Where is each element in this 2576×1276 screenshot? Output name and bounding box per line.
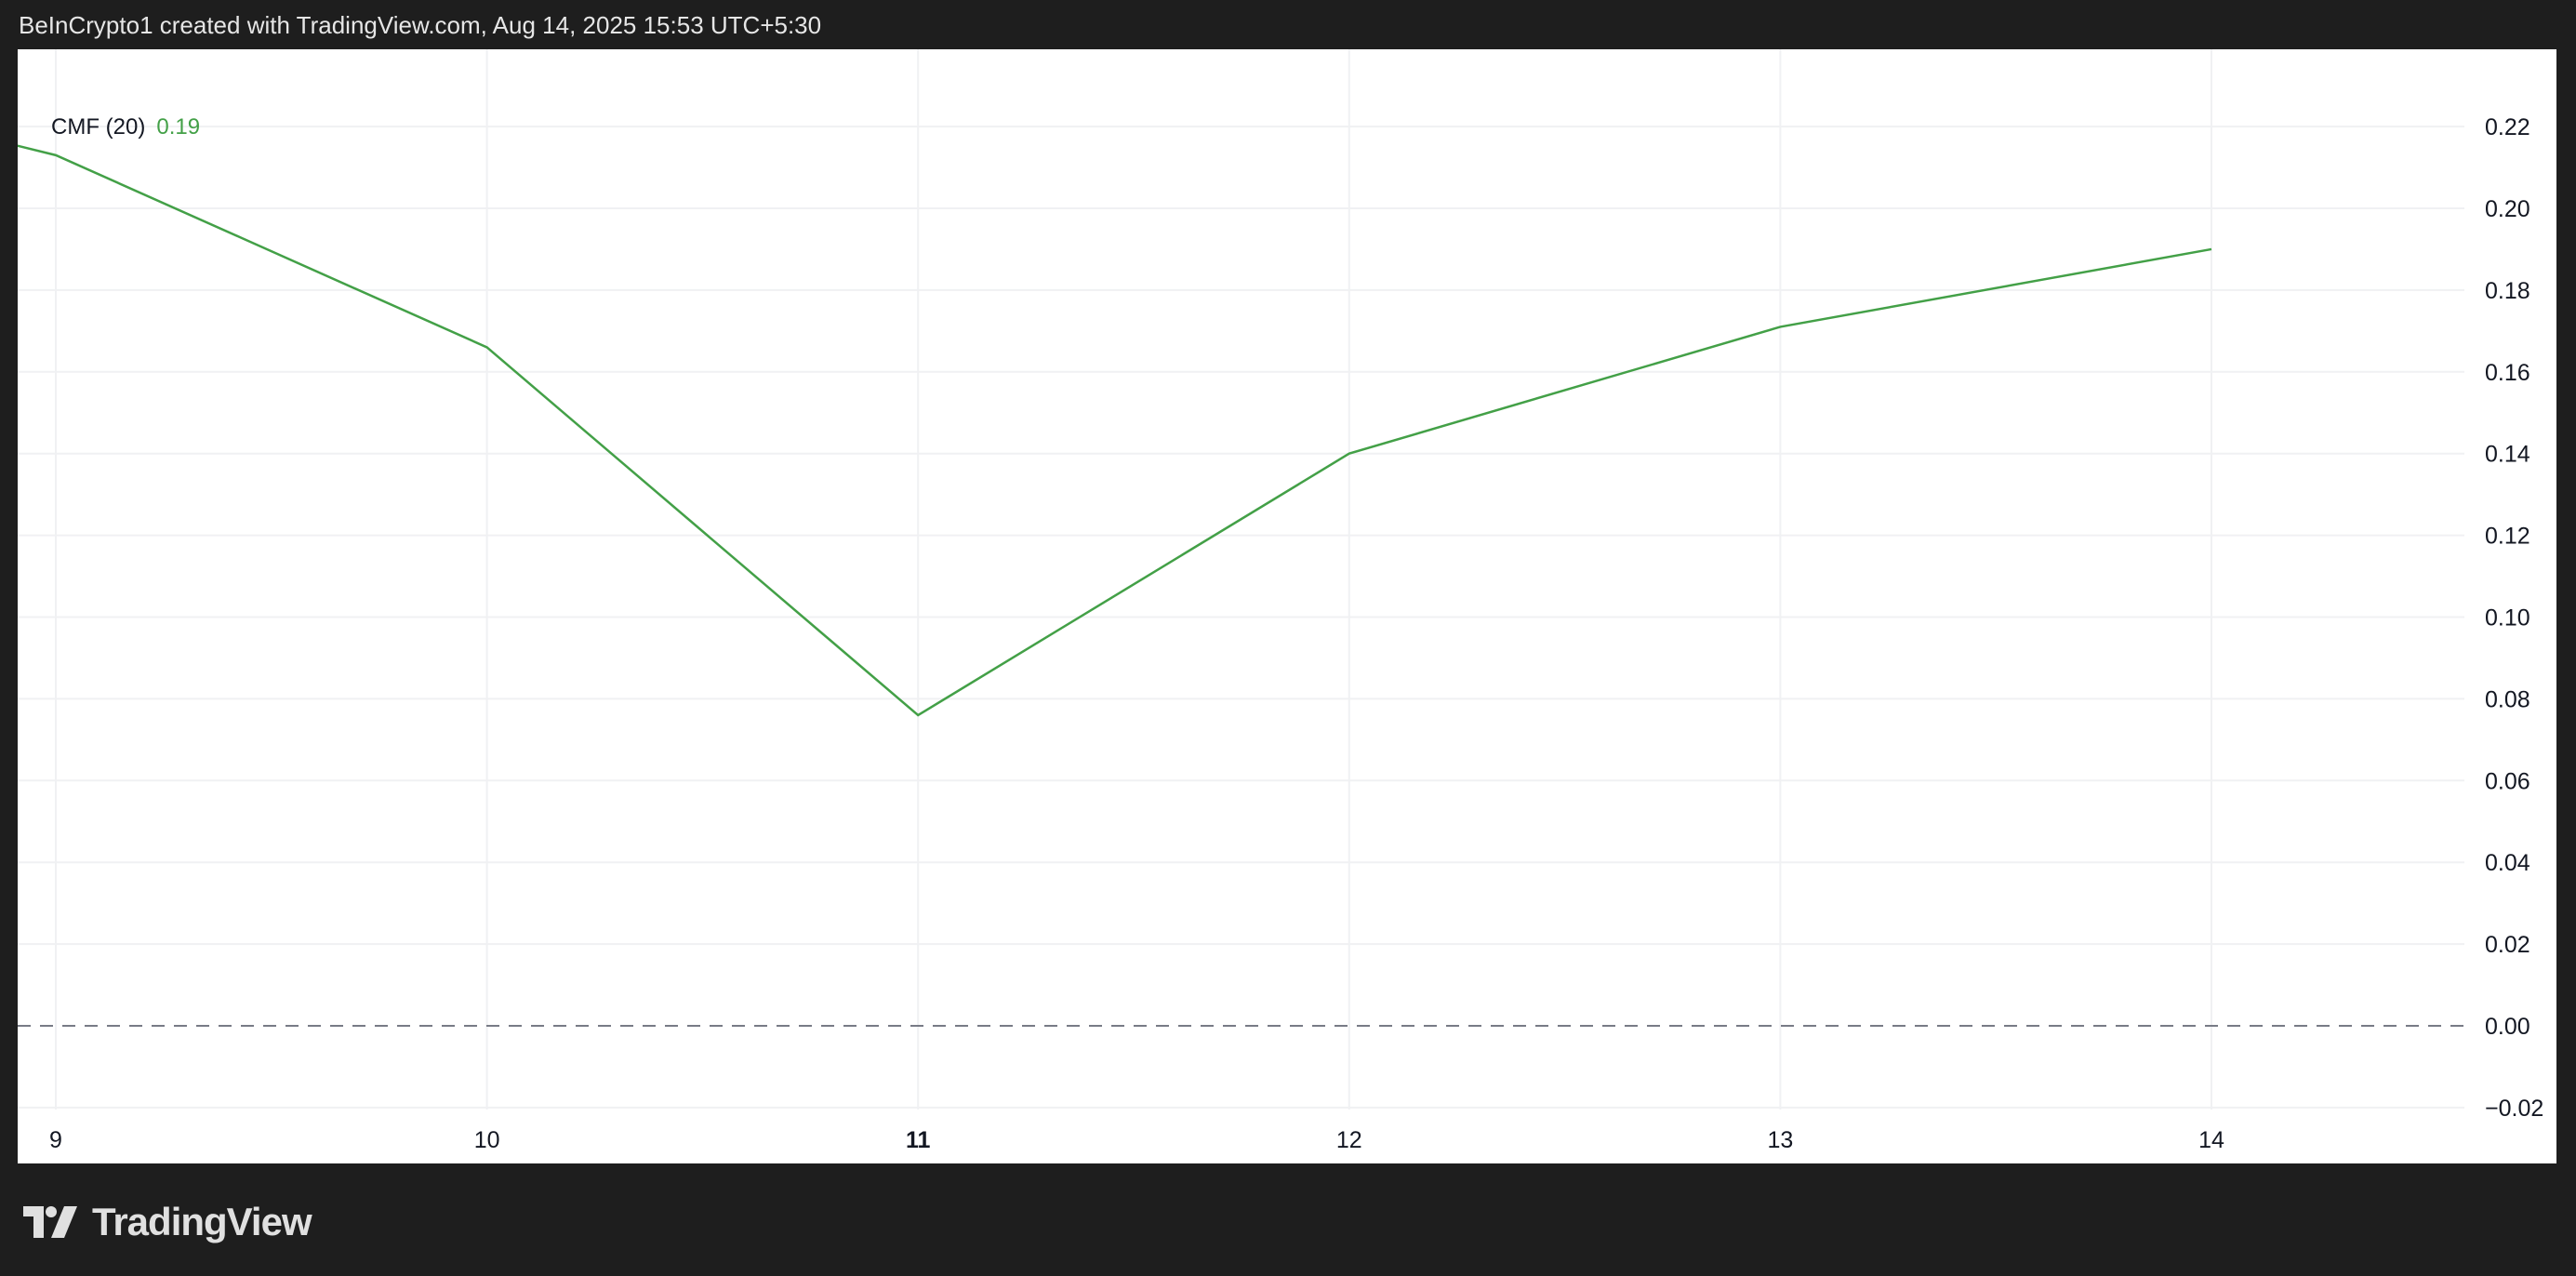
y-tick-label: 0.14	[2485, 442, 2530, 468]
chart-panel[interactable]: 0.22 0.20 0.18 0.16 0.14 0.12 0.10 0.08 0.06 0.04…	[18, 49, 2556, 1163]
y-tick-label: 0.10	[2485, 605, 2530, 631]
x-tick-label: 13	[1767, 1127, 1793, 1153]
y-tick-label: 0.20	[2485, 196, 2530, 222]
y-tick-label: 0.16	[2485, 360, 2530, 386]
y-tick-label: 0.18	[2485, 278, 2530, 304]
y-tick-label: 0.00	[2485, 1014, 2530, 1040]
cmf-line	[18, 144, 2212, 717]
tradingview-logo-icon	[23, 1206, 77, 1238]
y-tick-label: 0.08	[2485, 686, 2530, 712]
y-tick-label: 0.06	[2485, 768, 2530, 794]
y-tick-label: −0.02	[2485, 1096, 2543, 1122]
indicator-legend: CMF (20) 0.19	[51, 114, 200, 140]
y-tick-label: 0.04	[2485, 850, 2530, 876]
y-tick-label: 0.02	[2485, 932, 2530, 958]
indicator-name: CMF (20)	[51, 114, 146, 140]
x-tick-label: 9	[49, 1127, 62, 1153]
x-tick-label: 14	[2198, 1127, 2224, 1153]
tradingview-logo[interactable]: TradingView	[23, 1200, 312, 1244]
attribution-header: BeInCrypto1 created with TradingView.com…	[19, 11, 822, 39]
logo-text: TradingView	[92, 1200, 312, 1243]
cmf-chart[interactable]: 0.22 0.20 0.18 0.16 0.14 0.12 0.10 0.08 0.06 0.04…	[18, 49, 2556, 1163]
x-tick-label: 11	[906, 1127, 931, 1153]
y-tick-label: 0.22	[2485, 114, 2530, 140]
x-tick-label: 12	[1336, 1127, 1362, 1153]
indicator-value: 0.19	[156, 114, 201, 140]
x-tick-label: 10	[474, 1127, 500, 1153]
y-tick-label: 0.12	[2485, 524, 2530, 550]
